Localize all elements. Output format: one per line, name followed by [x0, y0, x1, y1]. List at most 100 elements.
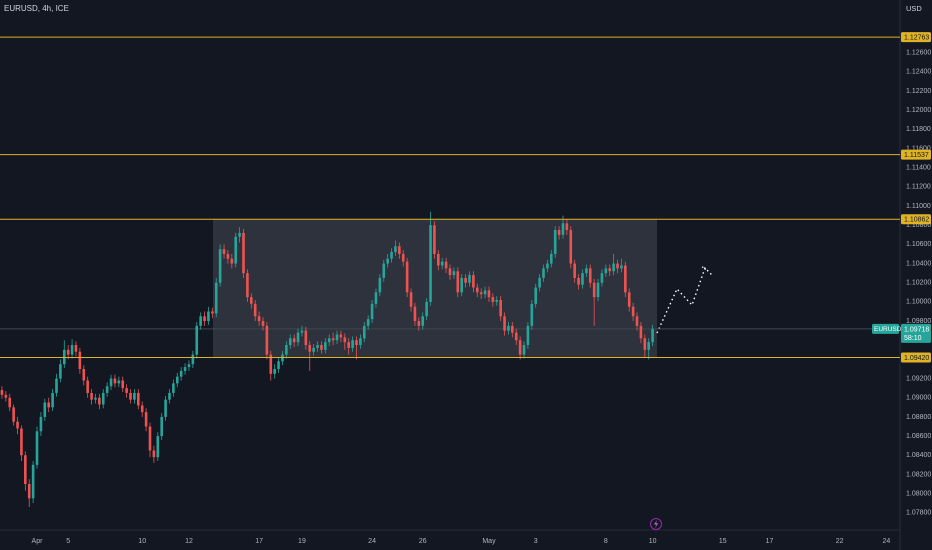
candle-body — [324, 342, 327, 350]
alert-icon[interactable] — [650, 518, 662, 530]
x-tick-label: 19 — [298, 538, 306, 545]
candle-body — [359, 338, 362, 346]
candle-body — [487, 290, 491, 298]
candle-body — [211, 311, 214, 314]
candle-body — [604, 268, 608, 274]
candle-body — [109, 378, 113, 387]
level-tag-label: 1.11537 — [904, 152, 929, 159]
candle-body — [538, 277, 541, 288]
candle-body — [253, 303, 257, 317]
candle-body — [129, 392, 132, 400]
candle-body — [456, 271, 460, 293]
candle-body — [175, 376, 179, 384]
candle-body — [518, 340, 522, 355]
y-tick-label: 1.10000 — [906, 299, 931, 306]
candle-body — [460, 277, 463, 293]
candle-body — [355, 340, 358, 346]
candle-body — [327, 338, 331, 343]
symbol-tag — [872, 323, 899, 334]
y-tick-label: 1.10600 — [906, 241, 931, 248]
candle-body — [647, 342, 651, 350]
candle-body — [47, 402, 51, 408]
y-tick-label: 1.09000 — [906, 395, 931, 402]
candle-body — [581, 273, 584, 285]
y-tick-label: 1.12600 — [906, 50, 931, 57]
y-tick-label: 1.11000 — [906, 203, 931, 210]
candle-body — [499, 299, 502, 317]
candle-body — [394, 246, 397, 253]
candle-body — [639, 325, 643, 339]
candle-body — [472, 275, 475, 288]
candle-body — [12, 407, 15, 422]
candle-body — [117, 380, 121, 384]
candle-body — [620, 265, 623, 269]
candle-body — [546, 263, 549, 269]
candle-body — [335, 334, 339, 341]
candle-body — [70, 345, 74, 355]
candle-body — [612, 263, 615, 272]
y-tick-label: 1.12200 — [906, 88, 931, 95]
candle-body — [452, 271, 456, 276]
candle-body — [433, 225, 436, 254]
y-tick-label: 1.11400 — [906, 165, 931, 172]
candle-body — [121, 380, 125, 389]
candle-body — [444, 261, 448, 269]
level-tag — [901, 149, 931, 160]
x-tick-label: 10 — [138, 538, 146, 545]
candle-body — [522, 345, 526, 355]
candle-body — [31, 464, 35, 499]
candle-body — [417, 321, 421, 326]
candle-body — [125, 388, 128, 393]
y-tick-label: 1.08400 — [906, 452, 931, 459]
candle-body — [511, 325, 514, 333]
candle-body — [390, 252, 393, 259]
candle-body — [292, 338, 296, 343]
candle-body — [222, 249, 226, 254]
candle-body — [401, 253, 405, 262]
candle-body — [514, 332, 518, 341]
candle-body — [226, 253, 230, 259]
alert-bolt[interactable] — [654, 520, 659, 528]
candle-body — [74, 345, 78, 352]
candle-body — [382, 263, 386, 278]
candle-body — [152, 450, 156, 458]
candle-body — [362, 325, 366, 339]
candle-body — [526, 325, 530, 346]
candle-body — [191, 354, 195, 365]
candle-body — [347, 342, 351, 348]
candle-body — [98, 397, 101, 405]
candle-body — [331, 338, 335, 341]
candle-body — [378, 277, 382, 293]
candle-body — [43, 402, 47, 417]
candle-body — [273, 368, 276, 374]
candle-body — [55, 378, 58, 393]
candle-body — [214, 282, 218, 314]
candle-body — [468, 275, 471, 283]
candle-body — [479, 292, 483, 295]
candle-body — [234, 236, 238, 264]
candle-body — [339, 334, 343, 338]
candle-body — [257, 316, 261, 322]
countdown: 58:10 — [904, 335, 922, 342]
x-tick-label: 5 — [66, 538, 70, 545]
candle-body — [285, 345, 288, 355]
candle-body — [164, 399, 167, 417]
level-tag-label: 1.09420 — [904, 355, 929, 362]
candle-body — [553, 230, 557, 254]
x-tick-label: 17 — [255, 538, 263, 545]
y-tick-label: 1.10200 — [906, 280, 931, 287]
candle-body — [503, 316, 506, 331]
candle-body — [199, 316, 202, 326]
candle-body — [530, 303, 534, 326]
x-tick-label: May — [482, 538, 496, 545]
candle-body — [409, 292, 413, 307]
candle-body — [398, 246, 401, 254]
candle-body — [207, 311, 210, 322]
candle-body — [569, 230, 573, 264]
candle-body — [24, 455, 27, 484]
candle-body — [507, 325, 510, 331]
x-tick-label: 3 — [534, 538, 538, 545]
